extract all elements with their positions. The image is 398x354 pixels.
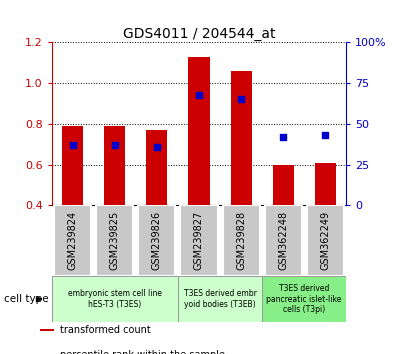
Bar [189, 57, 209, 205]
Bar [178, 276, 262, 322]
Text: T3ES derived embr
yoid bodies (T3EB): T3ES derived embr yoid bodies (T3EB) [183, 290, 256, 309]
Text: GSM362248: GSM362248 [278, 211, 288, 270]
Bar [315, 162, 336, 205]
Point [238, 97, 244, 102]
Bar [104, 126, 125, 205]
Bar [262, 276, 346, 322]
Point [280, 134, 286, 140]
Bar [273, 165, 294, 205]
Text: embryonic stem cell line
hES-T3 (T3ES): embryonic stem cell line hES-T3 (T3ES) [68, 290, 162, 309]
Bar [54, 205, 91, 276]
Text: cell type: cell type [4, 294, 49, 304]
Point [196, 92, 202, 97]
Text: GSM239828: GSM239828 [236, 211, 246, 270]
Bar [96, 205, 133, 276]
Point [154, 144, 160, 149]
Text: GSM239824: GSM239824 [68, 211, 78, 270]
Bar [265, 205, 302, 276]
Point [112, 142, 118, 148]
Text: transformed count: transformed count [60, 325, 150, 335]
Text: GSM362249: GSM362249 [320, 211, 330, 270]
Bar [62, 126, 83, 205]
Bar [139, 205, 176, 276]
Bar [52, 276, 178, 322]
Bar [180, 205, 218, 276]
Text: GSM239827: GSM239827 [194, 211, 204, 270]
Title: GDS4011 / 204544_at: GDS4011 / 204544_at [123, 28, 275, 41]
Text: GSM239825: GSM239825 [110, 211, 120, 270]
Point [322, 132, 328, 138]
Text: percentile rank within the sample: percentile rank within the sample [60, 350, 225, 354]
Bar [230, 71, 252, 205]
Bar [146, 130, 168, 205]
Text: T3ES derived
pancreatic islet-like
cells (T3pi): T3ES derived pancreatic islet-like cells… [267, 284, 342, 314]
Bar [222, 205, 259, 276]
Text: GSM239826: GSM239826 [152, 211, 162, 270]
Bar [307, 205, 344, 276]
Bar [40, 329, 54, 331]
Point [70, 142, 76, 148]
